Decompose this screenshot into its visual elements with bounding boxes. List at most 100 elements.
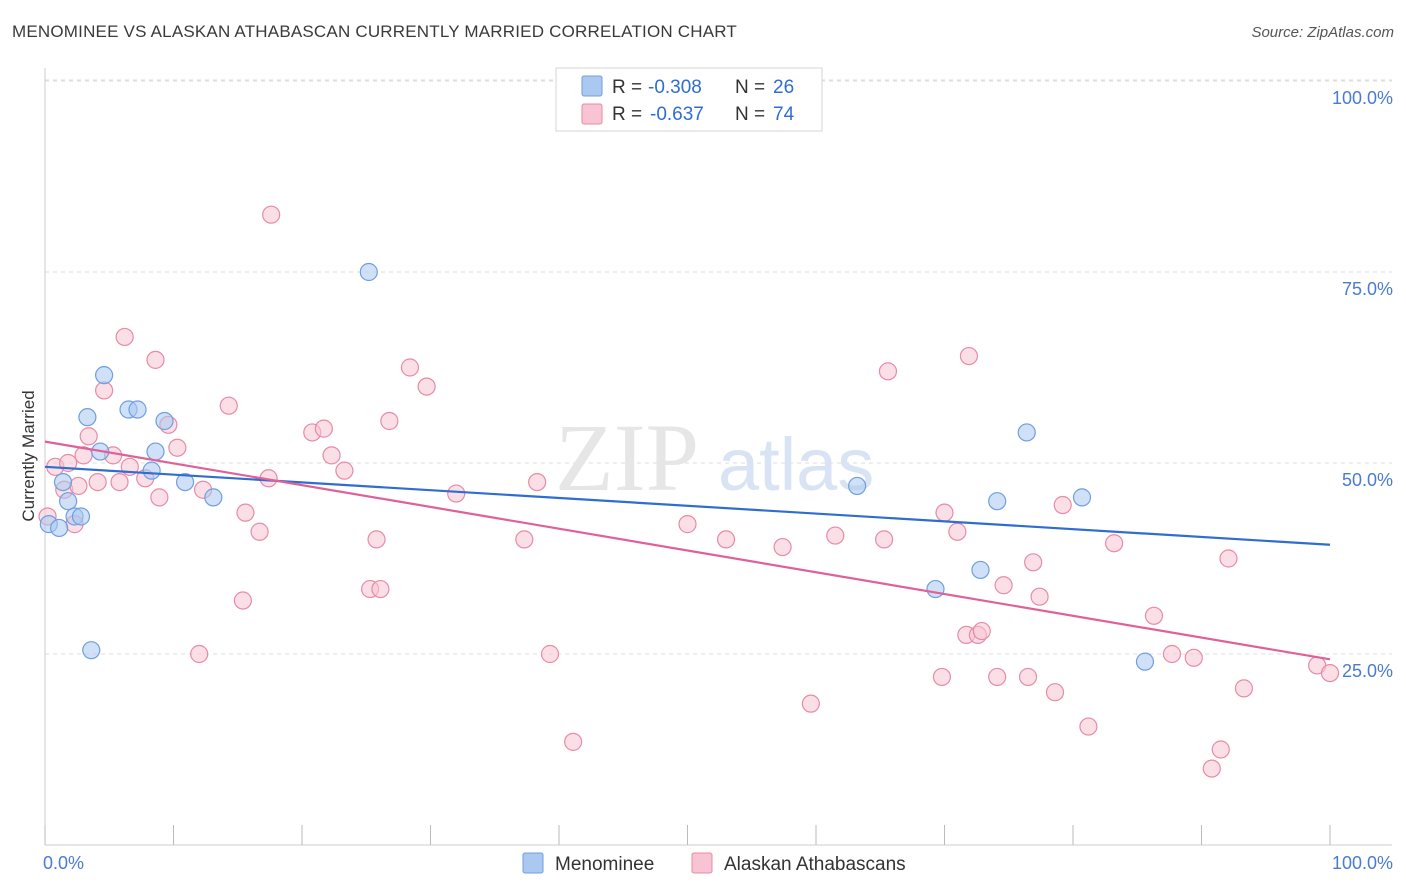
athabascan-point (801, 694, 820, 713)
athabascan-point (948, 522, 967, 541)
athabascan-point (115, 327, 134, 347)
athabascan-point (988, 667, 1007, 687)
menominee-trend-line (44, 465, 1331, 546)
athabascan-point (1024, 553, 1043, 572)
menominee-point (53, 473, 73, 492)
correlation-legend: R = -0.308 N = 26 R = -0.637 N = 74 (555, 67, 823, 132)
athabascan-point (1045, 683, 1065, 702)
menominee-point (142, 461, 161, 480)
athabascan-point (826, 526, 845, 545)
x-tick-label: 100.0% (1332, 853, 1393, 873)
athabascan-point (959, 346, 979, 366)
source-label: Source: ZipAtlas.com (1251, 24, 1394, 41)
athabascan-point (322, 446, 341, 465)
watermark-atlas: atlas (718, 423, 874, 506)
athabascan-point (1162, 644, 1182, 664)
athabascan-point (250, 522, 269, 541)
athabascan-point (146, 350, 165, 369)
athabascan-point (1184, 648, 1203, 667)
legend-n-label-2: N = (735, 104, 765, 125)
athabascan-point (528, 473, 547, 492)
athabascan-point (110, 473, 129, 492)
menominee-point (146, 442, 165, 461)
menominee-point (71, 507, 91, 526)
athabascan-point (417, 377, 436, 396)
athabascan-point (1211, 740, 1230, 759)
athabascan-point (69, 476, 88, 496)
athabascan-point (1018, 667, 1038, 687)
athabascan-point (1030, 587, 1049, 606)
athabascan-point (773, 537, 792, 557)
athabascan-point (400, 358, 420, 377)
menominee-point (1135, 652, 1155, 671)
menominee-point (971, 560, 990, 580)
athabascan-point (1219, 549, 1238, 568)
menominee-point (1017, 423, 1036, 442)
legend-r-label-2: R = (612, 104, 642, 125)
athabascan-point (371, 579, 390, 599)
athabascan-point (262, 205, 281, 224)
athabascan-point (219, 396, 238, 415)
watermark: ZIP atlas (555, 404, 874, 511)
menominee-point (78, 408, 97, 427)
y-tick-label: 50.0% (1342, 470, 1393, 490)
legend-r-label-1: R = (612, 77, 642, 98)
trend-layer (44, 440, 1331, 661)
athabascan-point (540, 644, 560, 664)
legend-swatch-athabascans (581, 103, 603, 125)
athabascan-point (972, 621, 991, 641)
menominee-point (848, 476, 867, 496)
athabascan-point (314, 419, 333, 438)
watermark-zip: ZIP (555, 404, 699, 511)
athabascan-point (564, 732, 583, 751)
x-tick-label: 0.0% (43, 853, 84, 873)
athabascan-point (1234, 679, 1254, 698)
y-tick-label: 25.0% (1342, 661, 1393, 681)
athabascan-point (236, 503, 255, 522)
legend-r-value-2: -0.637 (650, 104, 704, 125)
menominee-point (926, 579, 945, 599)
legend-n-value-1: 26 (773, 77, 794, 98)
menominee-point (204, 488, 223, 507)
athabascan-point (88, 473, 107, 492)
athabascan-point (1105, 534, 1124, 553)
bottom-legend-label-menominee: Menominee (555, 854, 654, 875)
grid-layer (45, 79, 1392, 655)
athabascan-point (190, 644, 209, 664)
athabascan-point (367, 530, 386, 549)
bottom-legend-swatch-menominee (522, 852, 544, 874)
bottom-legend-label-athabascans: Alaskan Athabascans (724, 854, 906, 875)
athabascan-point (168, 438, 187, 457)
menominee-point (1072, 488, 1092, 507)
axis-layer: 25.0% 50.0% 75.0% 100.0% 0.0% 100.0% (43, 68, 1393, 873)
athabascan-point (875, 530, 894, 549)
athabascan-point (1202, 759, 1221, 778)
menominee-point (82, 641, 101, 660)
athabascan-point (233, 591, 252, 610)
athabascan-point (1320, 663, 1340, 683)
legend-swatch-menominee (581, 75, 603, 97)
bottom-legend-swatch-athabascans (691, 852, 713, 874)
menominee-point (155, 411, 174, 431)
athabascan-point (380, 411, 399, 431)
y-tick-label: 100.0% (1332, 88, 1393, 108)
menominee-point (59, 492, 78, 511)
athabascan-point (935, 503, 954, 522)
athabascan-point (335, 461, 354, 480)
athabascan-point (1079, 717, 1098, 736)
legend-n-value-2: 74 (773, 104, 795, 125)
y-axis-label: Currently Married (19, 390, 38, 521)
series-legend: Menominee Alaskan Athabascans (522, 852, 906, 875)
athabascan-point (150, 488, 169, 507)
athabascan-point (994, 576, 1013, 595)
menominee-point (128, 400, 147, 419)
athabascan-point (1053, 495, 1072, 515)
athabascan-point (1144, 606, 1164, 625)
chart-title: MENOMINEE VS ALASKAN ATHABASCAN CURRENTL… (12, 22, 738, 41)
menominee-point (988, 492, 1007, 511)
athabascan-point (878, 362, 898, 381)
athabascan-point (932, 667, 952, 687)
legend-n-label-1: N = (735, 77, 765, 98)
athabascan-point (515, 530, 534, 549)
